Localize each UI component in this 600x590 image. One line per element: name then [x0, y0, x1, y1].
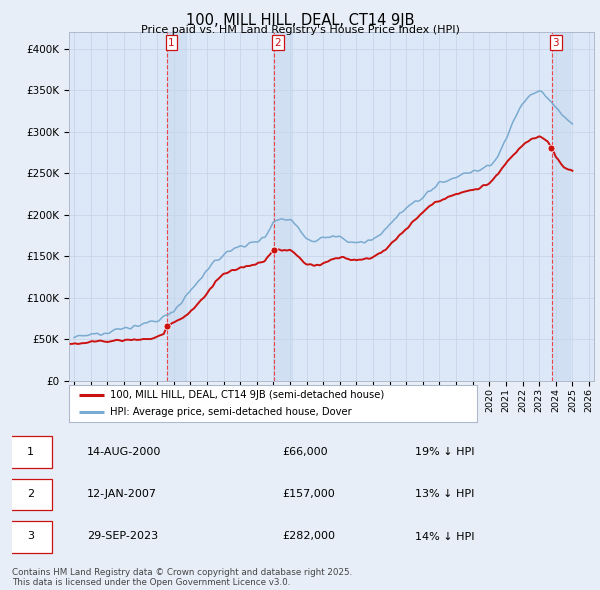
Text: 100, MILL HILL, DEAL, CT14 9JB (semi-detached house): 100, MILL HILL, DEAL, CT14 9JB (semi-det…	[110, 390, 384, 400]
Text: 100, MILL HILL, DEAL, CT14 9JB: 100, MILL HILL, DEAL, CT14 9JB	[186, 13, 414, 28]
Text: HPI: Average price, semi-detached house, Dover: HPI: Average price, semi-detached house,…	[110, 407, 352, 417]
Text: £157,000: £157,000	[283, 489, 335, 499]
Text: 3: 3	[553, 38, 559, 48]
Text: 1: 1	[168, 38, 175, 48]
Text: 1: 1	[27, 447, 34, 457]
Text: £282,000: £282,000	[283, 532, 336, 542]
Text: 3: 3	[27, 532, 34, 542]
Text: 12-JAN-2007: 12-JAN-2007	[87, 489, 157, 499]
Text: 14% ↓ HPI: 14% ↓ HPI	[415, 532, 475, 542]
Text: 19% ↓ HPI: 19% ↓ HPI	[415, 447, 475, 457]
Text: £66,000: £66,000	[283, 447, 328, 457]
Text: Contains HM Land Registry data © Crown copyright and database right 2025.
This d: Contains HM Land Registry data © Crown c…	[12, 568, 352, 587]
Text: 14-AUG-2000: 14-AUG-2000	[87, 447, 161, 457]
Bar	[551, 32, 570, 381]
FancyBboxPatch shape	[9, 478, 52, 510]
Text: Price paid vs. HM Land Registry's House Price Index (HPI): Price paid vs. HM Land Registry's House …	[140, 25, 460, 35]
Text: 13% ↓ HPI: 13% ↓ HPI	[415, 489, 475, 499]
FancyBboxPatch shape	[9, 521, 52, 553]
Text: 29-SEP-2023: 29-SEP-2023	[87, 532, 158, 542]
Text: 2: 2	[27, 489, 34, 499]
FancyBboxPatch shape	[9, 436, 52, 468]
Text: 2: 2	[275, 38, 281, 48]
Bar	[274, 32, 292, 381]
Bar	[167, 32, 185, 381]
